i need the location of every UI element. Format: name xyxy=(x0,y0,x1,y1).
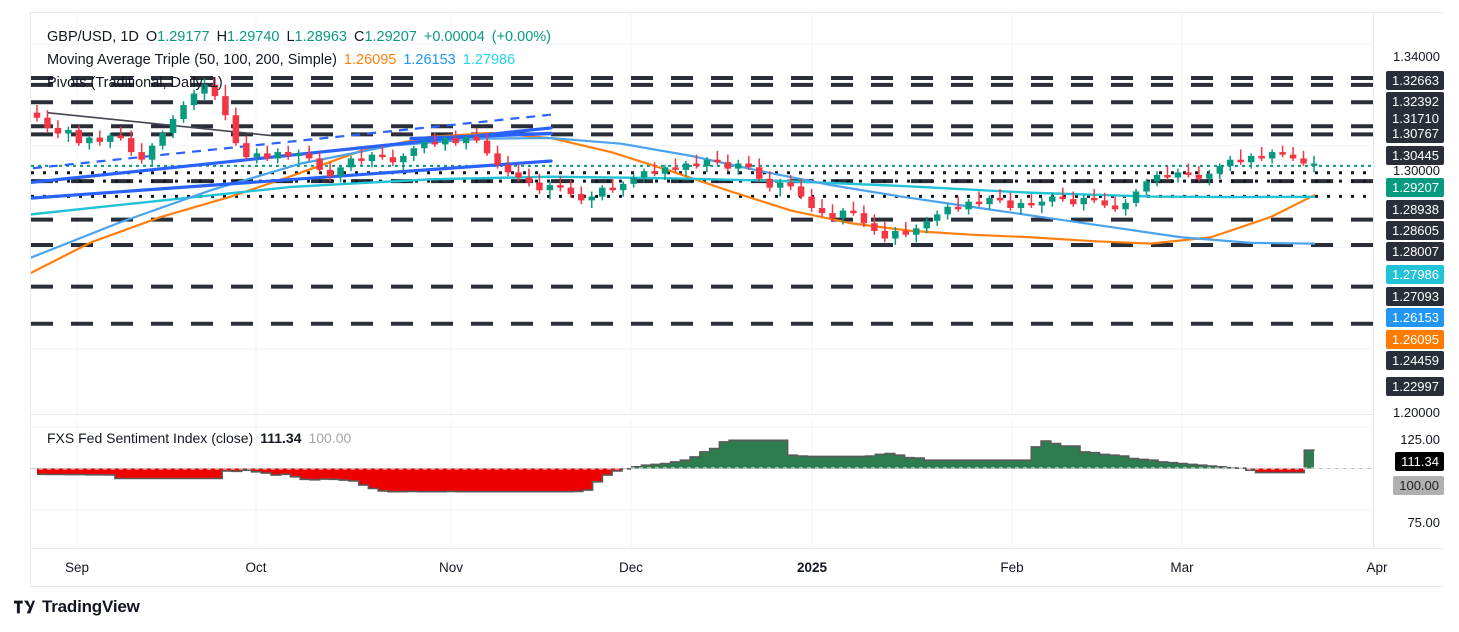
time-axis-label: Nov xyxy=(438,560,464,575)
price-axis-label: 1.26095 xyxy=(1386,330,1444,349)
chart-frame: GBP/USD, 1D O1.29177 H1.29740 L1.28963 C1.29… xyxy=(30,12,1444,587)
price-axis-label: 111.34 xyxy=(1395,452,1444,471)
price-axis-label: 1.20000 xyxy=(1393,405,1440,420)
price-axis-label: 1.30445 xyxy=(1386,146,1444,165)
price-axis-label: 1.30767 xyxy=(1386,124,1444,143)
price-axis-label: 1.34000 xyxy=(1393,49,1440,64)
time-axis-label: Feb xyxy=(1000,560,1024,575)
time-axis-label: Dec xyxy=(618,560,644,575)
price-chart-pane[interactable]: GBP/USD, 1D O1.29177 H1.29740 L1.28963 C1.29… xyxy=(31,13,1373,414)
price-axis-label: 1.31710 xyxy=(1386,109,1444,128)
tradingview-brand-label: TradingView xyxy=(42,597,140,616)
tradingview-logo-icon xyxy=(14,600,35,614)
price-axis-label: 1.28007 xyxy=(1386,242,1444,261)
price-axis-label: 1.30000 xyxy=(1393,163,1440,178)
price-axis-label: 1.26153 xyxy=(1386,308,1444,327)
time-axis-label: Mar xyxy=(1170,560,1194,575)
footer-branding: TradingView xyxy=(14,597,140,617)
price-axis-label: 1.32392 xyxy=(1386,92,1444,111)
price-axis-label: 1.27093 xyxy=(1386,287,1444,306)
price-axis-label: 1.28938 xyxy=(1386,200,1444,219)
price-chart-canvas xyxy=(31,13,1373,414)
price-axis-label: 100.00 xyxy=(1393,476,1444,495)
time-axis-label: 2025 xyxy=(796,560,828,575)
price-axis-label: 125.00 xyxy=(1400,432,1440,447)
time-scale[interactable]: Sep Oct Nov Dec 2025 Feb Mar Apr xyxy=(31,548,1444,586)
price-axis-label: 75.00 xyxy=(1407,515,1440,530)
time-axis-label: Sep xyxy=(64,560,90,575)
price-axis-label: 1.27986 xyxy=(1386,265,1444,284)
sentiment-chart-canvas xyxy=(31,419,1373,548)
price-scale[interactable]: 1.34000 1.32663 1.32392 1.31710 1.30767 1.304… xyxy=(1373,13,1444,548)
price-axis-label: 1.29207 xyxy=(1386,178,1444,197)
price-axis-label: 1.28605 xyxy=(1386,221,1444,240)
price-axis-label: 1.22997 xyxy=(1386,377,1444,396)
price-axis-label: 1.24459 xyxy=(1386,351,1444,370)
time-axis-label: Oct xyxy=(245,560,267,575)
price-axis-label: 1.32663 xyxy=(1386,71,1444,90)
sentiment-indicator-pane[interactable]: FXS Fed Sentiment Index (close) 111.34 100… xyxy=(31,419,1373,548)
time-axis-label: Apr xyxy=(1366,560,1388,575)
pane-divider xyxy=(31,414,1373,415)
